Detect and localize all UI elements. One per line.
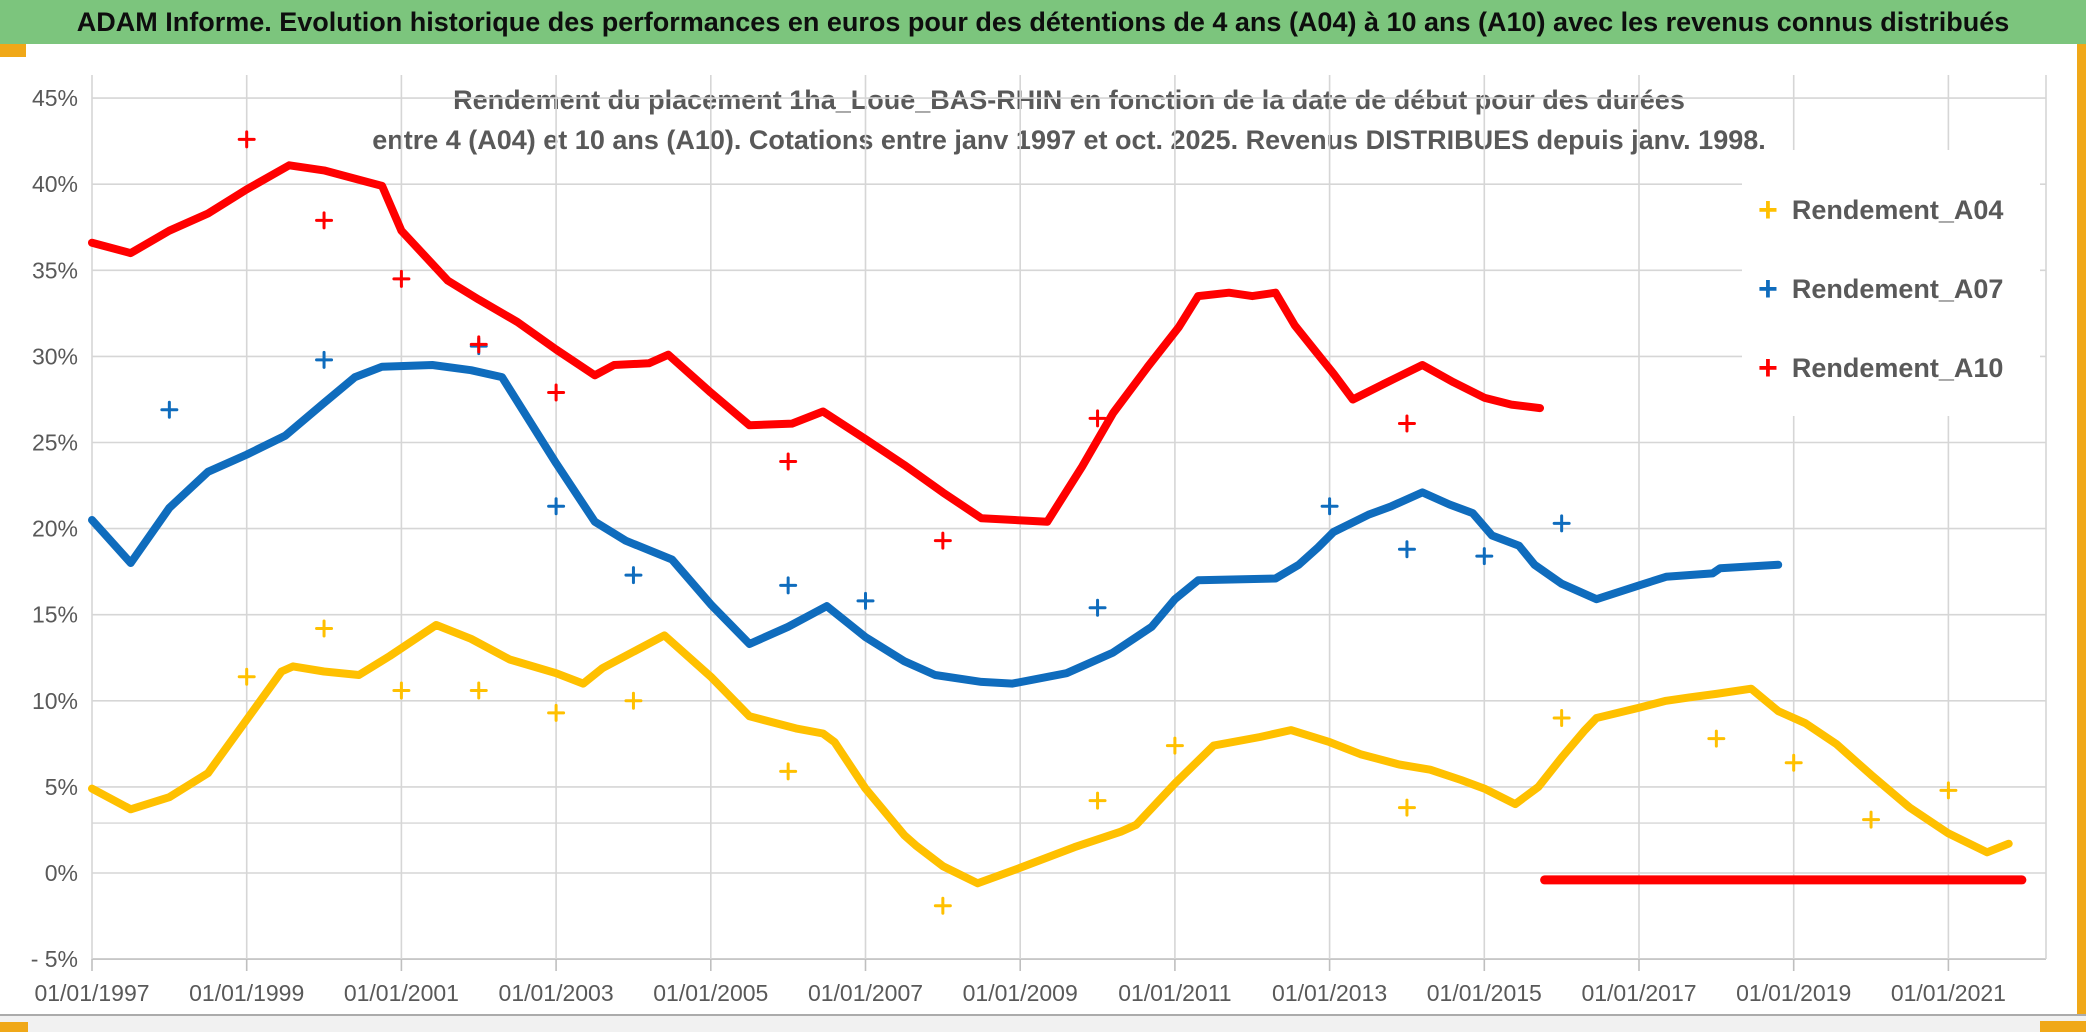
svg-text:5%: 5% [45, 774, 78, 800]
legend-item-rendement-a10: + Rendement_A10 [1758, 348, 2003, 388]
plus-marker-icon: + [1758, 191, 1778, 229]
svg-text:20%: 20% [32, 516, 78, 542]
legend-item-rendement-a04: + Rendement_A04 [1758, 190, 2003, 230]
svg-text:0%: 0% [45, 860, 78, 886]
plus-marker-icon: + [1758, 270, 1778, 308]
svg-text:- 5%: - 5% [31, 946, 78, 972]
svg-text:01/01/2007: 01/01/2007 [808, 980, 923, 1006]
svg-text:01/01/2021: 01/01/2021 [1891, 980, 2006, 1006]
plus-marker-icon: + [1758, 349, 1778, 387]
svg-text:01/01/2003: 01/01/2003 [499, 980, 614, 1006]
legend-label: Rendement_A07 [1791, 273, 2004, 304]
chart-legend: + Rendement_A04 + Rendement_A07 + Rendem… [1742, 150, 2040, 416]
gold-frame-bottom-left [0, 1022, 28, 1032]
gold-frame-top-left [0, 44, 26, 57]
gold-frame-bottom-right [2040, 1021, 2086, 1032]
svg-text:01/01/2011: 01/01/2011 [1118, 980, 1231, 1006]
legend-item-rendement-a07: + Rendement_A07 [1758, 269, 2003, 309]
svg-text:01/01/2001: 01/01/2001 [344, 980, 459, 1006]
svg-text:35%: 35% [32, 257, 78, 283]
window-title-bar: ADAM Informe. Evolution historique des p… [0, 0, 2086, 44]
svg-text:01/01/1999: 01/01/1999 [189, 980, 304, 1006]
bottom-strip [0, 1016, 2086, 1032]
gold-frame-right [2077, 44, 2086, 1032]
chart-title-line2: entre 4 (A04) et 10 ans (A10). Cotations… [372, 125, 1766, 155]
svg-text:01/01/2019: 01/01/2019 [1736, 980, 1851, 1006]
svg-text:01/01/1997: 01/01/1997 [34, 980, 149, 1006]
svg-text:01/01/2005: 01/01/2005 [653, 980, 768, 1006]
svg-text:30%: 30% [32, 343, 78, 369]
svg-text:01/01/2015: 01/01/2015 [1427, 980, 1542, 1006]
svg-text:01/01/2017: 01/01/2017 [1581, 980, 1696, 1006]
bottom-separator-line [0, 1014, 2086, 1016]
svg-text:45%: 45% [32, 85, 78, 111]
svg-text:15%: 15% [32, 602, 78, 628]
legend-label: Rendement_A10 [1791, 352, 2004, 383]
svg-text:10%: 10% [32, 688, 78, 714]
svg-text:01/01/2013: 01/01/2013 [1272, 980, 1387, 1006]
svg-text:25%: 25% [32, 430, 78, 456]
window-title: ADAM Informe. Evolution historique des p… [76, 6, 2010, 37]
svg-text:40%: 40% [32, 171, 78, 197]
svg-text:01/01/2009: 01/01/2009 [963, 980, 1078, 1006]
chart-title-line1: Rendement du placement 1ha_Loue_BAS-RHIN… [453, 85, 1685, 115]
legend-label: Rendement_A04 [1791, 194, 2004, 225]
chart-title: Rendement du placement 1ha_Loue_BAS-RHIN… [92, 80, 2046, 160]
